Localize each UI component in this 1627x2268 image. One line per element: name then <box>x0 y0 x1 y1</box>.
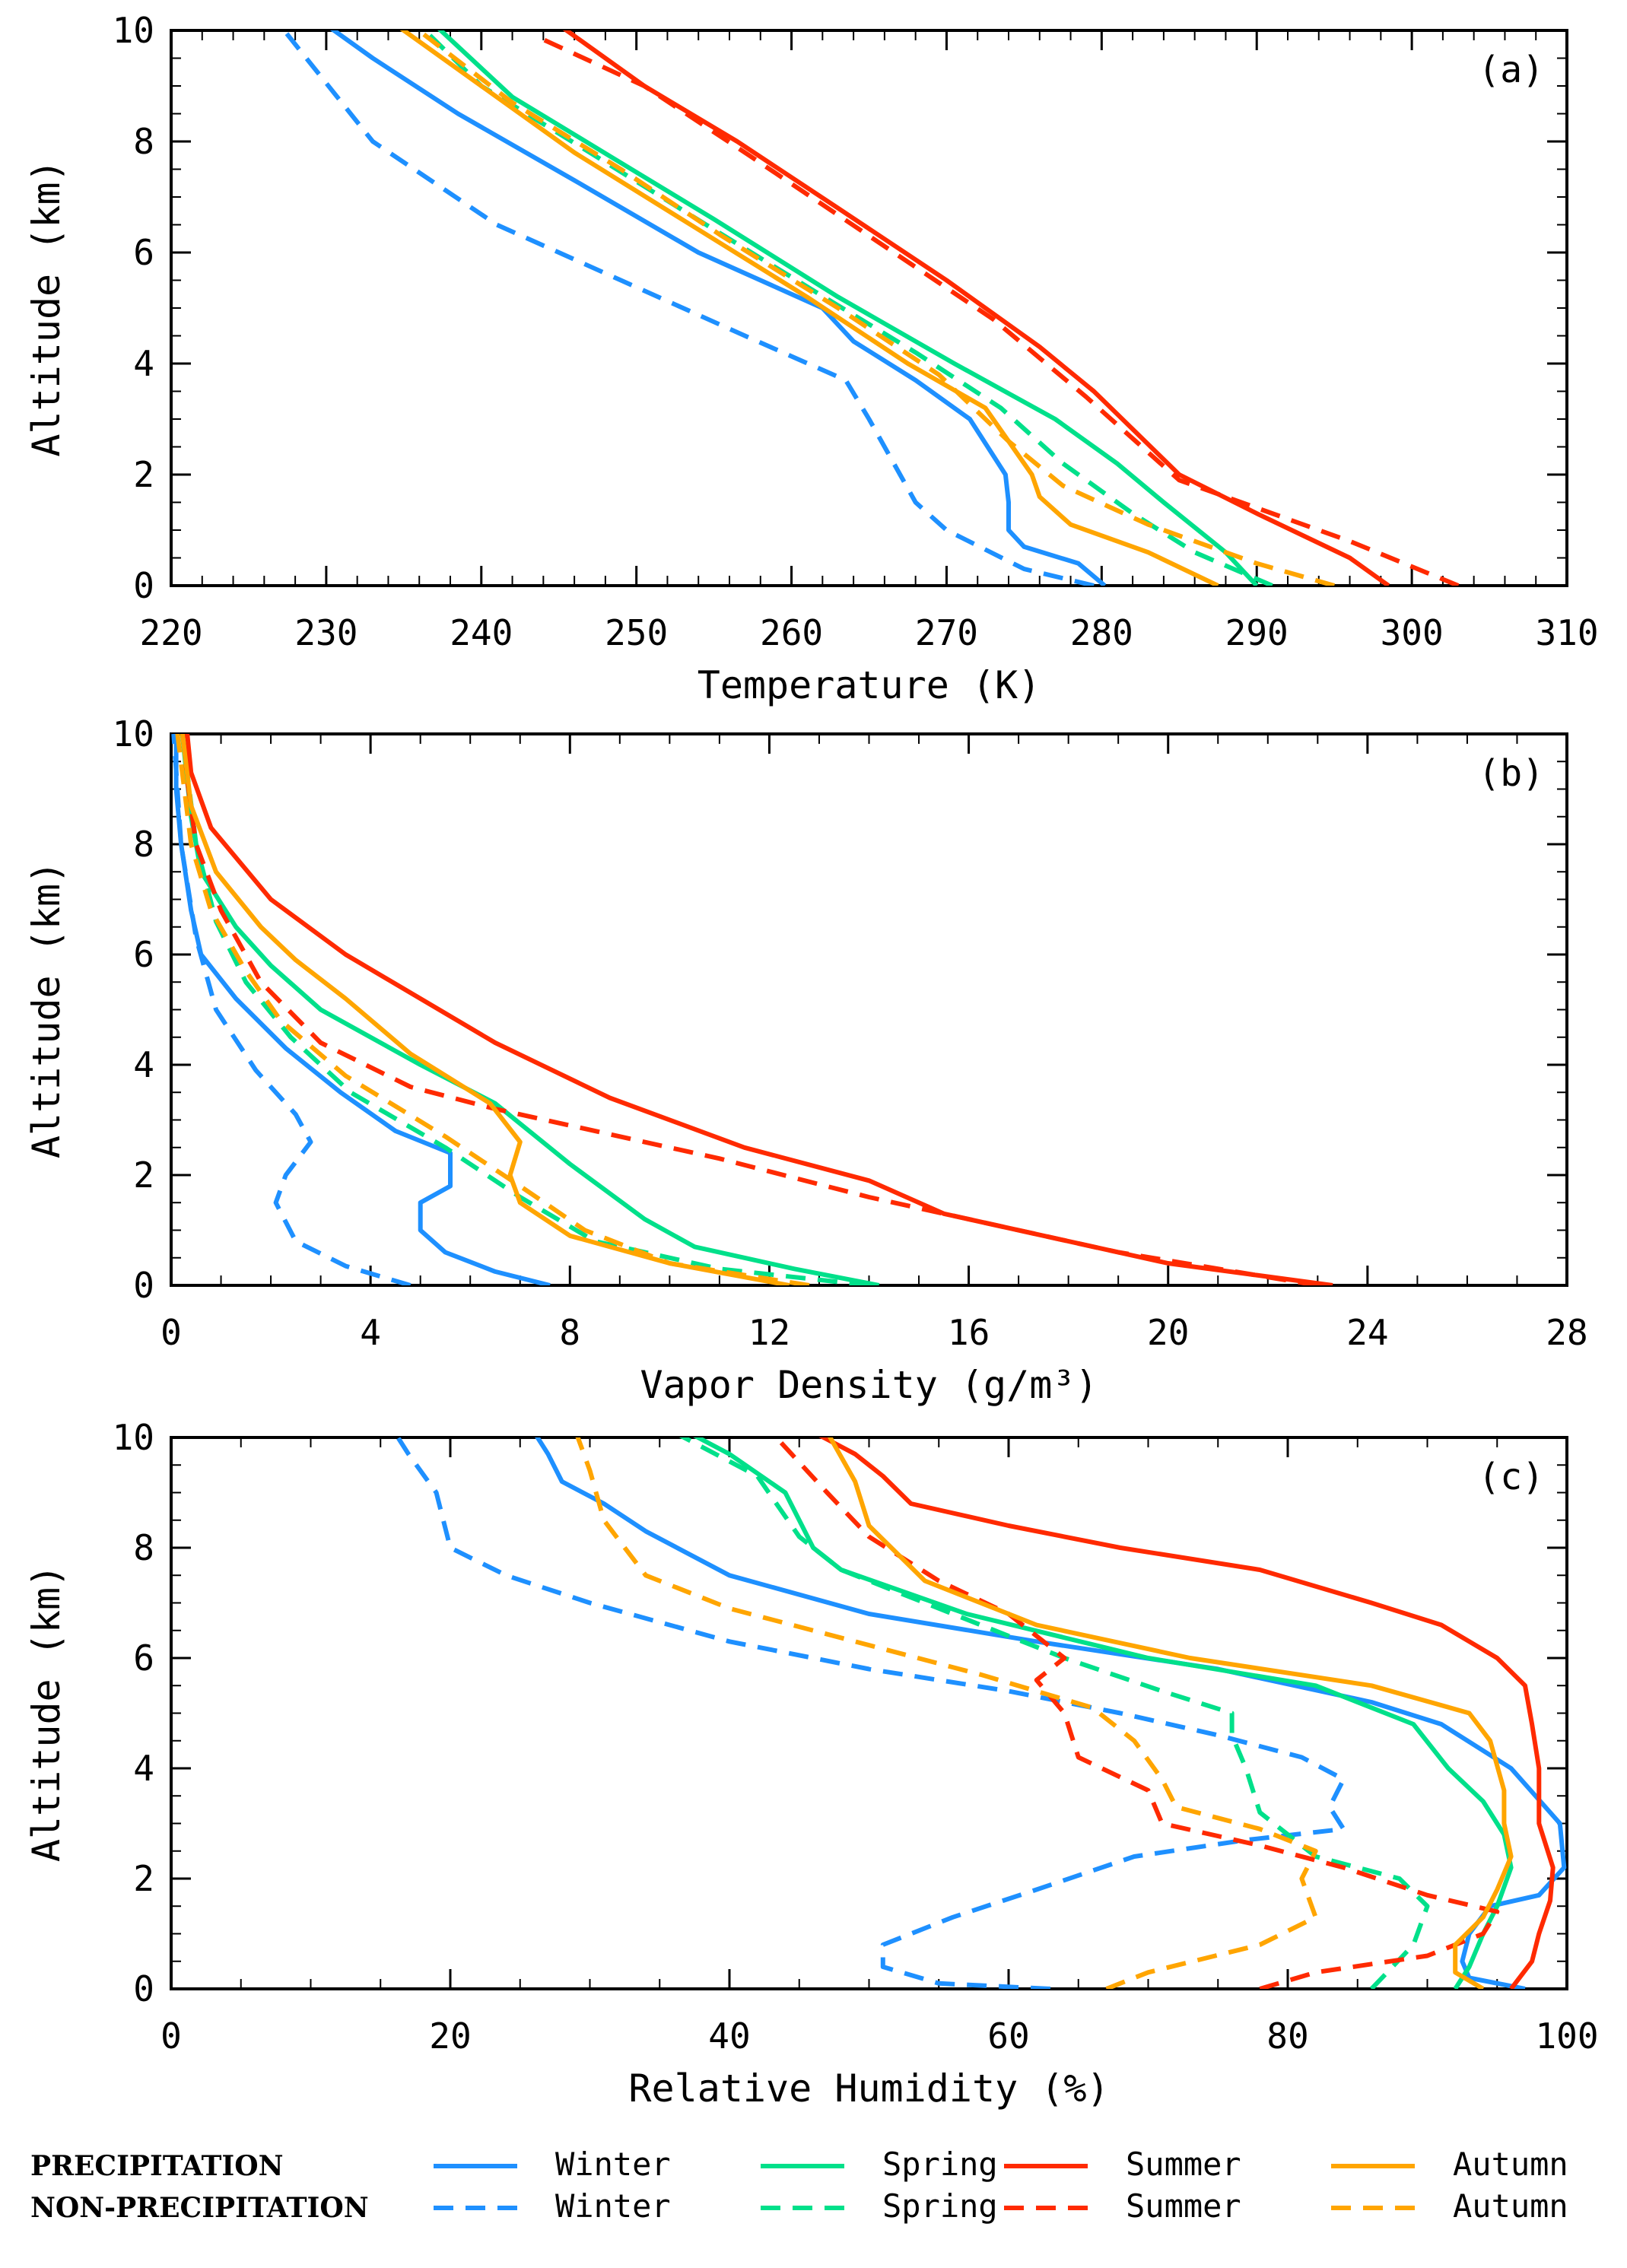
y-tick-label: 6 <box>133 1637 154 1679</box>
y-tick-label: 2 <box>133 1858 154 1899</box>
x-tick-label: 0 <box>160 2015 182 2057</box>
series-line-spring-precip <box>437 30 1259 586</box>
x-tick-label: 80 <box>1266 2015 1308 2057</box>
series-line-spring-precip <box>693 1437 1514 1989</box>
x-tick-label: 240 <box>450 612 513 653</box>
x-axis-label: Temperature (K) <box>698 663 1041 707</box>
x-tick-label: 250 <box>605 612 668 653</box>
y-tick-label: 2 <box>133 1155 154 1196</box>
y-tick-label: 0 <box>133 1968 154 2009</box>
x-tick-label: 220 <box>139 612 202 653</box>
x-tick-label: 24 <box>1346 1312 1388 1353</box>
legend-precipitation-heading: PRECIPITATION <box>30 2150 284 2182</box>
legend-non-precipitation-heading: NON-PRECIPITATION <box>30 2192 369 2224</box>
x-tick-label: 40 <box>708 2015 750 2057</box>
x-tick-label: 290 <box>1225 612 1289 653</box>
x-tick-label: 12 <box>748 1312 790 1353</box>
legend-label-winter: Winter <box>555 2187 671 2225</box>
panel-tag: (a) <box>1478 49 1544 91</box>
series-line-spring-nonprecip <box>421 30 1273 586</box>
panel-c: 0 20 40 60 80 100 0 2 4 6 8 10 Relative Humidity (%)… <box>24 1417 1599 2111</box>
series-line-winter-precip <box>329 30 1107 586</box>
x-tick-label: 280 <box>1070 612 1133 653</box>
y-tick-label: 0 <box>133 1265 154 1306</box>
series-line-summer-precip <box>818 1437 1556 1989</box>
x-tick-label: 8 <box>559 1312 580 1353</box>
x-tick-label: 60 <box>987 2015 1029 2057</box>
series-group <box>395 1437 1567 1989</box>
legend-label-autumn: Autumn <box>1453 2146 1568 2183</box>
x-tick-label: 260 <box>760 612 823 653</box>
y-tick-label: 4 <box>133 1044 154 1085</box>
y-tick-label: 10 <box>113 1417 154 1458</box>
x-tick-label: 300 <box>1381 612 1444 653</box>
legend: PRECIPITATION NON-PRECIPITATION WinterWi… <box>30 2146 1568 2225</box>
series-line-winter-nonprecip <box>171 734 412 1285</box>
legend-label-summer: Summer <box>1126 2146 1241 2183</box>
series-group <box>281 30 1460 586</box>
y-tick-label: 4 <box>133 1748 154 1789</box>
x-axis-label: Relative Humidity (%) <box>628 2066 1109 2111</box>
y-tick-label: 8 <box>133 121 154 162</box>
series-line-autumn-precip <box>399 30 1219 586</box>
legend-label-autumn: Autumn <box>1453 2187 1568 2225</box>
series-line-winter-precip <box>173 734 551 1285</box>
y-tick-label: 4 <box>133 343 154 384</box>
y-tick-label: 0 <box>133 565 154 606</box>
x-tick-label: 20 <box>1147 1312 1189 1353</box>
series-line-autumn-precip <box>180 734 790 1285</box>
x-tick-label: 100 <box>1535 2015 1598 2057</box>
x-axis-label: Vapor Density (g/m³) <box>640 1363 1098 1407</box>
x-tick-label: 0 <box>160 1312 182 1353</box>
x-tick-label: 310 <box>1535 612 1598 653</box>
legend-entries: Winter Winter Spring Spring Summer Summer Autu… <box>434 2146 1568 2225</box>
legend-label-spring: Spring <box>882 2146 998 2183</box>
panel-tag: (c) <box>1478 1456 1544 1498</box>
series-group <box>171 734 1333 1285</box>
x-tick-label: 16 <box>948 1312 990 1353</box>
y-axis-label: Altitude (km) <box>24 1564 68 1862</box>
y-tick-label: 6 <box>133 934 154 975</box>
series-line-summer-nonprecip <box>183 734 1318 1285</box>
series-line-autumn-nonprecip <box>175 734 810 1285</box>
series-line-winter-precip <box>535 1437 1567 1989</box>
series-line-summer-precip <box>562 30 1390 586</box>
series-line-winter-nonprecip <box>395 1437 1346 1989</box>
x-tick-label: 230 <box>294 612 357 653</box>
series-line-autumn-nonprecip <box>575 1437 1318 1989</box>
plot-frame <box>170 29 1568 587</box>
series-line-summer-nonprecip <box>534 33 1460 586</box>
y-tick-label: 10 <box>113 10 154 51</box>
y-axis-label: Altitude (km) <box>24 159 68 456</box>
legend-label-winter: Winter <box>555 2146 671 2183</box>
series-line-summer-nonprecip <box>773 1437 1500 1989</box>
y-tick-label: 6 <box>133 232 154 273</box>
panel-tag: (b) <box>1478 752 1544 795</box>
x-tick-label: 20 <box>429 2015 471 2057</box>
y-tick-label: 8 <box>133 824 154 865</box>
series-line-autumn-nonprecip <box>415 30 1336 586</box>
series-line-spring-nonprecip <box>678 1437 1430 1989</box>
y-tick-label: 8 <box>133 1527 154 1568</box>
x-tick-label: 4 <box>360 1312 381 1353</box>
panels-group: 220 230 240 250 260 270 280 290 300 3100246810Tem… <box>24 10 1599 2111</box>
series-line-spring-nonprecip <box>180 734 869 1285</box>
legend-label-summer: Summer <box>1126 2187 1241 2225</box>
series-line-winter-nonprecip <box>281 30 1095 586</box>
y-tick-label: 10 <box>113 713 154 754</box>
panel-a: 220 230 240 250 260 270 280 290 300 310 0 2 4 6 8 10 Tem… <box>24 10 1599 707</box>
series-line-summer-precip <box>185 734 1333 1285</box>
y-axis-label: Altitude (km) <box>24 861 68 1158</box>
plot-frame <box>170 732 1568 1287</box>
legend-label-spring: Spring <box>882 2187 998 2225</box>
y-tick-label: 2 <box>133 454 154 495</box>
x-tick-label: 270 <box>915 612 978 653</box>
series-line-autumn-precip <box>828 1437 1514 1989</box>
x-tick-label: 28 <box>1546 1312 1587 1353</box>
